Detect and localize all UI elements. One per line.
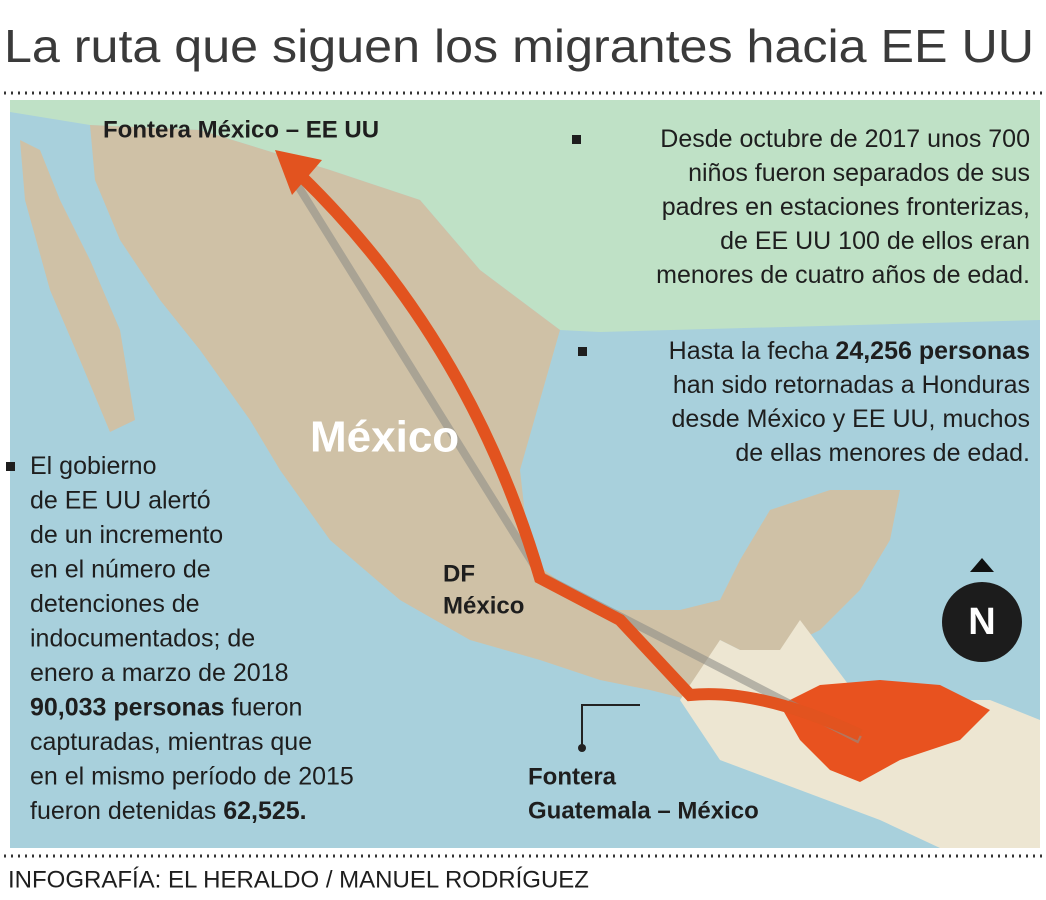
note-line: fueron detenidas 62,525. bbox=[30, 797, 307, 825]
note-line: enero a marzo de 2018 bbox=[30, 659, 289, 687]
honduras bbox=[780, 680, 990, 782]
note-line: niños fueron separados de sus bbox=[688, 159, 1030, 187]
note-line: menores de cuatro años de edad. bbox=[656, 261, 1030, 289]
title: La ruta que siguen los migrantes hacia E… bbox=[4, 20, 1034, 72]
note-text: detenciones de bbox=[30, 590, 200, 618]
map-label: Guatemala – México bbox=[528, 797, 759, 824]
map-label: Fontera México – EE UU bbox=[103, 116, 379, 143]
note-line: han sido retornadas a Honduras bbox=[673, 371, 1030, 399]
note-line: de EE UU alertó bbox=[30, 486, 211, 514]
note-text: han sido retornadas a Honduras bbox=[673, 371, 1030, 399]
note-text: padres en estaciones fronterizas, bbox=[662, 193, 1030, 221]
notes: Desde octubre de 2017 unos 700 niños fuer… bbox=[6, 125, 1030, 825]
note-line: padres en estaciones fronterizas, bbox=[662, 193, 1030, 221]
note-line: detenciones de bbox=[30, 590, 200, 618]
note-emphasis: 62,525. bbox=[223, 797, 306, 825]
note-text: de EE UU alertó bbox=[30, 486, 211, 514]
note-text: Hasta la fecha bbox=[669, 337, 836, 365]
baja-california bbox=[20, 140, 135, 432]
united-states bbox=[10, 100, 1040, 332]
map-label: Fontera bbox=[528, 763, 617, 790]
map-label: México bbox=[443, 592, 524, 619]
migration-route bbox=[295, 170, 863, 741]
country-label: México bbox=[310, 413, 459, 462]
note-line: en el número de bbox=[30, 555, 211, 583]
note-text: fueron bbox=[225, 693, 303, 721]
note-emphasis: 90,033 personas bbox=[30, 693, 225, 721]
route-arrowhead bbox=[275, 150, 322, 195]
leader-line bbox=[581, 704, 640, 748]
note-line: desde México y EE UU, muchos bbox=[672, 405, 1030, 433]
bullet bbox=[578, 347, 587, 356]
note-text: niños fueron separados de sus bbox=[688, 159, 1030, 187]
note-text: de EE UU 100 de ellos eran bbox=[720, 227, 1030, 255]
note-emphasis: 24,256 personas bbox=[835, 337, 1030, 365]
leader-dot bbox=[578, 744, 586, 752]
note-text: desde México y EE UU, muchos bbox=[672, 405, 1030, 433]
note-line: de EE UU 100 de ellos eran bbox=[720, 227, 1030, 255]
note-text: en el mismo período de 2015 bbox=[30, 762, 354, 790]
note-text: capturadas, mientras que bbox=[30, 728, 312, 756]
note-text: Desde octubre de 2017 unos 700 bbox=[660, 125, 1030, 153]
note-text: de ellas menores de edad. bbox=[735, 439, 1030, 467]
note-line: capturadas, mientras que bbox=[30, 728, 312, 756]
note-line: El gobierno bbox=[30, 452, 156, 480]
bullet bbox=[572, 135, 581, 144]
note-text: en el número de bbox=[30, 555, 211, 583]
compass bbox=[942, 582, 1022, 662]
note-line: 90,033 personas fueron bbox=[30, 693, 302, 721]
note-line: Desde octubre de 2017 unos 700 bbox=[660, 125, 1030, 153]
note-line: Hasta la fecha 24,256 personas bbox=[669, 337, 1030, 365]
mexico bbox=[90, 125, 900, 700]
note-line: indocumentados; de bbox=[30, 624, 255, 652]
map: N Fontera México – EE UU México DF Méxic… bbox=[10, 100, 1040, 848]
note-text: de un incremento bbox=[30, 521, 223, 549]
bullet bbox=[6, 462, 15, 471]
note-text: menores de cuatro años de edad. bbox=[656, 261, 1030, 289]
note-text: El gobierno bbox=[30, 452, 156, 480]
note-text: fueron detenidas bbox=[30, 797, 223, 825]
note-line: de ellas menores de edad. bbox=[735, 439, 1030, 467]
note-text: indocumentados; de bbox=[30, 624, 255, 652]
credit: INFOGRAFÍA: EL HERALDO / MANUEL RODRÍGUE… bbox=[8, 866, 589, 893]
note-line: de un incremento bbox=[30, 521, 223, 549]
note-line: en el mismo período de 2015 bbox=[30, 762, 354, 790]
compass-arrow bbox=[970, 558, 994, 572]
note-text: enero a marzo de 2018 bbox=[30, 659, 289, 687]
compass-label: N bbox=[968, 601, 995, 643]
map-label: DF bbox=[443, 560, 475, 587]
